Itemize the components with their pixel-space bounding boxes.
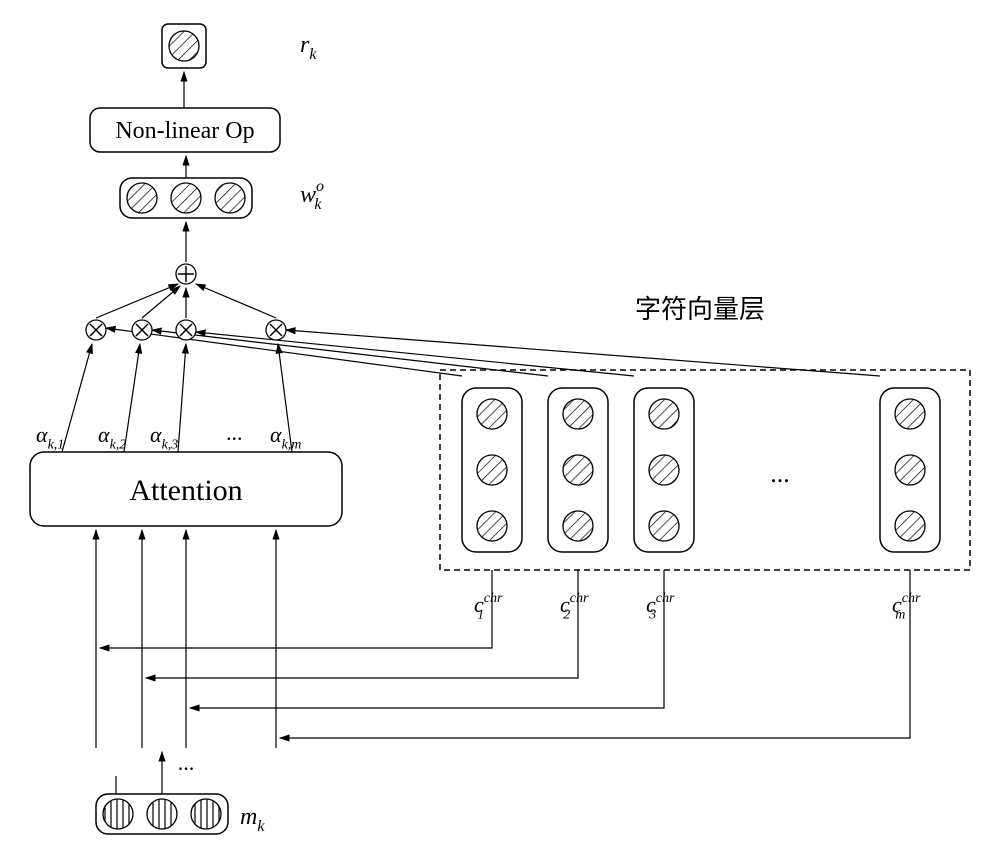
vector-node <box>649 399 679 429</box>
c3: cchr3 <box>646 591 675 623</box>
vector-node <box>895 455 925 485</box>
char-to-mult-c2 <box>152 330 548 376</box>
mult-op <box>132 320 152 340</box>
vector-node <box>649 455 679 485</box>
coldots: ... <box>770 459 790 488</box>
am: αk,m <box>270 422 301 453</box>
vector-node <box>895 511 925 541</box>
a3: αk,3 <box>150 422 178 453</box>
mult-op <box>176 320 196 340</box>
vector-node <box>563 511 593 541</box>
mk: mk <box>240 804 265 835</box>
arrow-m1_plus <box>96 284 178 318</box>
nonlinear: Non-linear Op <box>115 118 254 144</box>
vector-node <box>191 799 221 829</box>
ortho-c2 <box>146 570 578 678</box>
arrow-m4_plus <box>196 284 276 318</box>
vector-node <box>169 31 199 61</box>
vector-node <box>127 183 157 213</box>
adots: ... <box>226 420 243 445</box>
plus-op <box>176 264 196 284</box>
vector-node <box>171 183 201 213</box>
vector-node <box>895 399 925 429</box>
c1: cchr1 <box>474 591 503 623</box>
vector-node <box>649 511 679 541</box>
mult-op <box>266 320 286 340</box>
arrow-a1_m1 <box>62 344 92 452</box>
vector-node <box>147 799 177 829</box>
vector-node <box>103 799 133 829</box>
mult-op <box>86 320 106 340</box>
attention: Attention <box>129 474 242 507</box>
charlayer: 字符向量层 <box>635 295 765 324</box>
cm: cchrm <box>892 591 921 623</box>
wk: wok <box>300 178 324 213</box>
vector-node <box>477 511 507 541</box>
rk: rk <box>300 32 317 63</box>
ortho-c1 <box>100 570 492 648</box>
arrow-a3_m3 <box>178 344 186 452</box>
mdots: ... <box>178 750 195 775</box>
vector-node <box>477 399 507 429</box>
arrow-a2_m2 <box>124 344 140 452</box>
vector-node <box>215 183 245 213</box>
char-to-mult-cm <box>286 330 880 376</box>
ortho-c3 <box>190 570 664 708</box>
vector-node <box>563 399 593 429</box>
a2: αk,2 <box>98 422 126 453</box>
c2: cchr2 <box>560 591 589 623</box>
a1: αk,1 <box>36 422 64 453</box>
ortho-cm <box>280 570 910 738</box>
vector-node <box>563 455 593 485</box>
vector-node <box>477 455 507 485</box>
